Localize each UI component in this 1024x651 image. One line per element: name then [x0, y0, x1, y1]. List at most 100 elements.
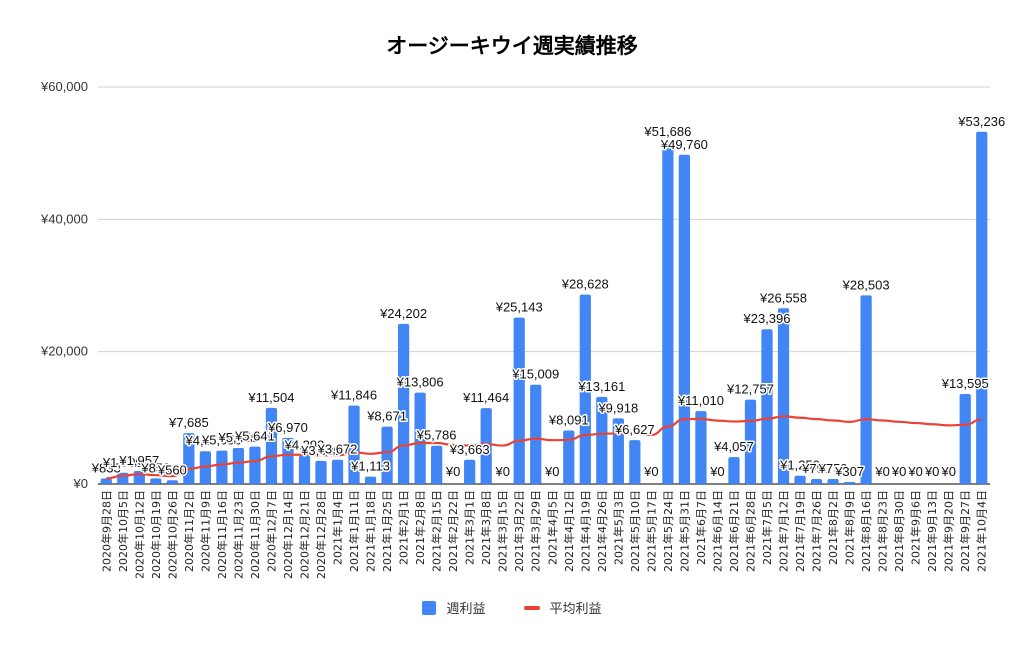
bar [298, 455, 311, 484]
data-label: ¥3,663 [449, 442, 490, 457]
bar [810, 479, 823, 484]
data-label: ¥7,685 [168, 415, 209, 430]
bar [414, 392, 426, 484]
data-label: ¥0 [907, 464, 922, 479]
x-tick-label: 2021年9月27日 [958, 490, 972, 572]
data-label: ¥1,113 [350, 459, 390, 474]
average-line [106, 415, 982, 480]
x-tick-label: 2021年6月28日 [743, 490, 757, 572]
x-tick-label: 2021年8月30日 [892, 490, 906, 572]
x-tick-label: 2020年11月23日 [231, 490, 245, 579]
data-label: ¥13,806 [396, 375, 444, 390]
bar-series-weekly-profit [100, 131, 988, 484]
gridlines [98, 86, 990, 485]
bar [249, 446, 261, 484]
x-tick-label: 2021年10月4日 [975, 490, 989, 572]
x-tick-label: 2020年10月26日 [165, 490, 179, 579]
x-tick-label: 2020年11月2日 [182, 490, 196, 572]
x-tick-label: 2020年12月21日 [297, 490, 311, 579]
x-tick-label: 2021年1月18日 [364, 490, 378, 572]
x-tick-label: 2020年11月30日 [248, 490, 262, 579]
bar [315, 460, 327, 484]
legend-item-weekly-profit[interactable]: 週利益 [422, 598, 486, 617]
data-label: ¥24,202 [379, 306, 427, 321]
data-label: ¥4,950 [184, 433, 225, 448]
x-tick-label: 2021年7月26日 [810, 490, 824, 572]
data-label: ¥0 [544, 464, 559, 479]
x-tick-label: 2021年4月26日 [595, 490, 609, 572]
bar [364, 476, 377, 484]
bar [265, 407, 278, 484]
data-label: ¥23,396 [743, 311, 791, 326]
data-label: ¥28,503 [842, 277, 890, 292]
bar [843, 481, 856, 484]
x-tick-label: 2021年2月1日 [397, 490, 411, 565]
data-label: ¥750 [818, 461, 848, 476]
x-tick-label: 2021年8月9日 [843, 490, 857, 565]
data-label: ¥0 [940, 464, 955, 479]
bar [959, 394, 971, 484]
bar [232, 447, 245, 484]
data-label: ¥12,757 [726, 382, 774, 397]
bar [331, 459, 344, 484]
x-tick-label: 2021年2月22日 [446, 490, 460, 572]
y-axis: ¥0 ¥20,000 ¥40,000 ¥60,000 [40, 79, 88, 491]
data-label: ¥0 [709, 464, 724, 479]
line-series-average-profit [106, 415, 982, 480]
bar [216, 450, 228, 484]
data-label: ¥5,050 [201, 433, 242, 448]
x-tick-label: 2021年4月12日 [562, 490, 576, 572]
data-label: ¥49,760 [660, 137, 708, 152]
legend: 週利益 平均利益 [0, 598, 1024, 617]
bar [596, 396, 608, 484]
data-label: ¥6,970 [267, 420, 308, 435]
bar [563, 430, 575, 484]
data-label: ¥11,504 [247, 390, 294, 405]
data-label: ¥3,672 [317, 442, 358, 457]
data-label: ¥25,143 [495, 300, 543, 315]
y-tick-label: ¥40,000 [40, 211, 88, 226]
x-tick-label: 2020年11月9日 [198, 490, 212, 572]
x-tick-label: 2021年2月15日 [430, 490, 444, 572]
x-tick-label: 2021年8月16日 [859, 490, 873, 572]
bar [728, 457, 740, 484]
data-label: ¥1,250 [779, 458, 820, 473]
x-tick-label: 2021年5月31日 [677, 490, 691, 572]
data-label: ¥15,009 [511, 367, 559, 382]
x-tick-label: 2020年10月19日 [149, 490, 163, 579]
bar [662, 142, 674, 484]
x-tick-label: 2021年7月19日 [793, 490, 807, 572]
bar [976, 131, 988, 484]
bar [579, 294, 591, 484]
bar [827, 479, 839, 484]
data-label: ¥833 [91, 460, 121, 475]
bar [166, 480, 178, 484]
x-axis: 2020年9月28日 2020年10月5日 2020年10月12日 2020年10月1… [99, 490, 988, 579]
data-label: ¥11,846 [330, 388, 377, 403]
data-label: ¥4,290 [284, 438, 325, 453]
data-label: ¥0 [924, 464, 939, 479]
data-label: ¥53,236 [957, 114, 1005, 129]
data-label: ¥8,671 [366, 409, 407, 424]
x-tick-label: 2021年5月10日 [628, 490, 642, 572]
x-tick-label: 2021年6月21日 [727, 490, 741, 572]
data-label: ¥8,091 [548, 412, 589, 427]
data-label: ¥560 [157, 462, 187, 477]
bar [777, 308, 790, 484]
legend-label: 平均利益 [549, 602, 602, 617]
data-label: ¥1,700 [102, 455, 143, 470]
x-tick-label: 2021年3月29日 [529, 490, 543, 572]
x-tick-label: 2021年1月11日 [347, 490, 361, 572]
bar [431, 445, 443, 484]
x-tick-label: 2021年6月7日 [694, 490, 708, 565]
x-tick-label: 2021年9月6日 [909, 490, 923, 565]
x-tick-label: 2020年12月14日 [281, 490, 295, 579]
bar [530, 384, 542, 484]
y-tick-label: ¥0 [73, 476, 88, 491]
legend-item-average-profit[interactable]: 平均利益 [523, 598, 602, 617]
x-tick-label: 2020年10月5日 [116, 490, 130, 572]
bar [612, 418, 624, 484]
data-label: ¥11,464 [462, 390, 509, 405]
data-label: ¥51,686 [643, 124, 691, 139]
